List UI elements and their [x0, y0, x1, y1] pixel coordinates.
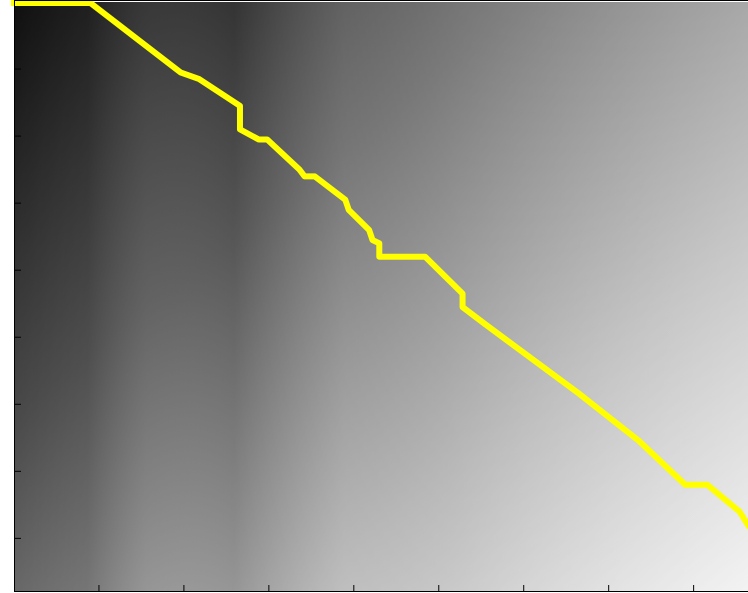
cost-matrix-bands [14, 2, 748, 592]
warping-path [11, 0, 748, 530]
plot-layer [11, 0, 748, 592]
plot-frame [14, 0, 748, 592]
